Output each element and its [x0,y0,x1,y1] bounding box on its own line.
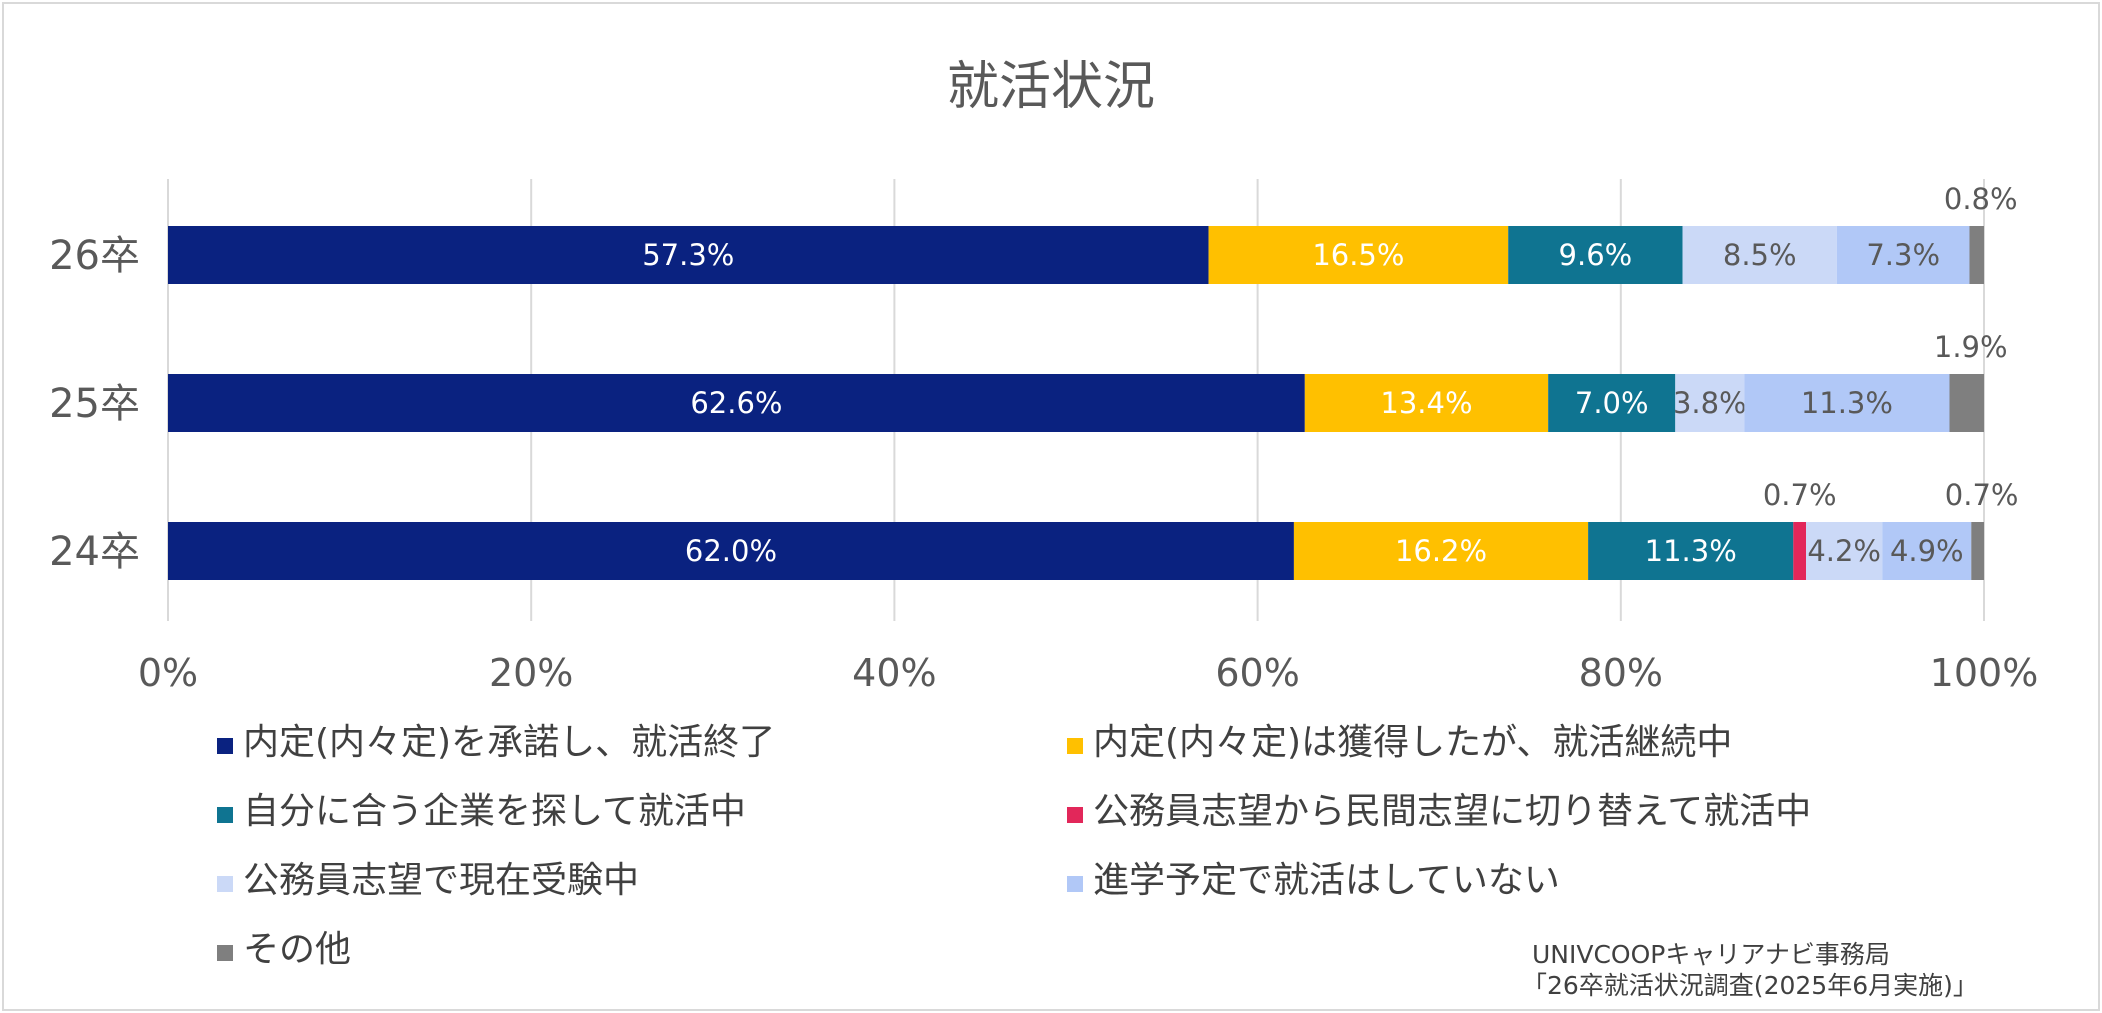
bar-segment [1588,522,1794,580]
data-label: 11.3% [1645,534,1737,568]
category-label: 25卒 [49,381,140,427]
category-label: 26卒 [49,233,140,279]
legend-label: 公務員志望で現在受験中 [243,860,639,901]
bar-segment [1949,374,1984,432]
source-line-1: UNIVCOOPキャリアナビ事務局 [1532,940,1890,969]
bar-segment [1971,522,1984,580]
legend-swatch [217,738,233,754]
bar-segment [168,374,1305,432]
data-label: 16.2% [1395,534,1487,568]
data-label: 9.6% [1559,238,1633,272]
legend-label: 公務員志望から民間志望に切り替えて就活中 [1093,791,1811,832]
legend-label: 内定(内々定)は獲得したが、就活継続中 [1093,722,1732,763]
bar-segment [168,226,1209,284]
bar-segment [168,522,1294,580]
x-tick-label: 20% [489,651,573,695]
bar-segment [1293,522,1589,580]
data-label: 16.5% [1312,238,1404,272]
data-label: 7.3% [1866,238,1940,272]
category-label: 24卒 [49,529,140,575]
bar-segment [1548,374,1676,432]
bar-segment [1744,374,1950,432]
legend-label: 内定(内々定)を承諾し、就活終了 [243,722,775,763]
data-label: 62.6% [690,386,782,420]
x-tick-label: 80% [1579,651,1663,695]
legend-swatch [217,807,233,823]
bar-segment [1882,522,1972,580]
bar-segment [1682,226,1837,284]
data-label: 62.0% [685,534,777,568]
data-label: 1.9% [1934,330,2008,364]
legend-swatch [217,945,233,961]
legend-swatch [1067,738,1083,754]
data-label: 0.8% [1944,182,2018,216]
bar-segment [1969,226,1984,284]
data-label: 13.4% [1380,386,1472,420]
source-line-2: 「26卒就活状況調査(2025年6月実施)」 [1522,971,1978,1000]
legend-swatch [1067,807,1083,823]
data-label: 3.8% [1673,386,1747,420]
bar-segment [1836,226,1970,284]
data-label: 4.9% [1890,534,1964,568]
x-tick-label: 0% [138,651,198,695]
legend-label: 自分に合う企業を探して就活中 [243,791,746,832]
bar-segment [1793,522,1807,580]
bar-segment [1304,374,1549,432]
bar-segment [1208,226,1509,284]
bar-segment [1806,522,1883,580]
chart-title: 就活状況 [947,57,1155,117]
bar-segment [1508,226,1683,284]
x-tick-label: 100% [1930,651,2039,695]
legend-swatch [1067,876,1083,892]
data-label: 57.3% [642,238,734,272]
data-label: 0.7% [1945,478,2019,512]
data-label: 7.0% [1575,386,1649,420]
x-tick-label: 40% [852,651,936,695]
data-label: 8.5% [1723,238,1797,272]
data-label: 4.2% [1807,534,1881,568]
legend-label: 進学予定で就活はしていない [1093,860,1560,901]
x-tick-label: 60% [1215,651,1299,695]
legend-swatch [217,876,233,892]
stacked-bar-chart: 就活状況 0% 20% 40% 60% 80% 100% 26卒 25卒 24卒 57.3% 16.5… [49,57,2039,970]
legend-label: その他 [243,929,351,970]
bar-segment [1675,374,1745,432]
data-label: 11.3% [1801,386,1893,420]
data-label: 0.7% [1763,478,1837,512]
